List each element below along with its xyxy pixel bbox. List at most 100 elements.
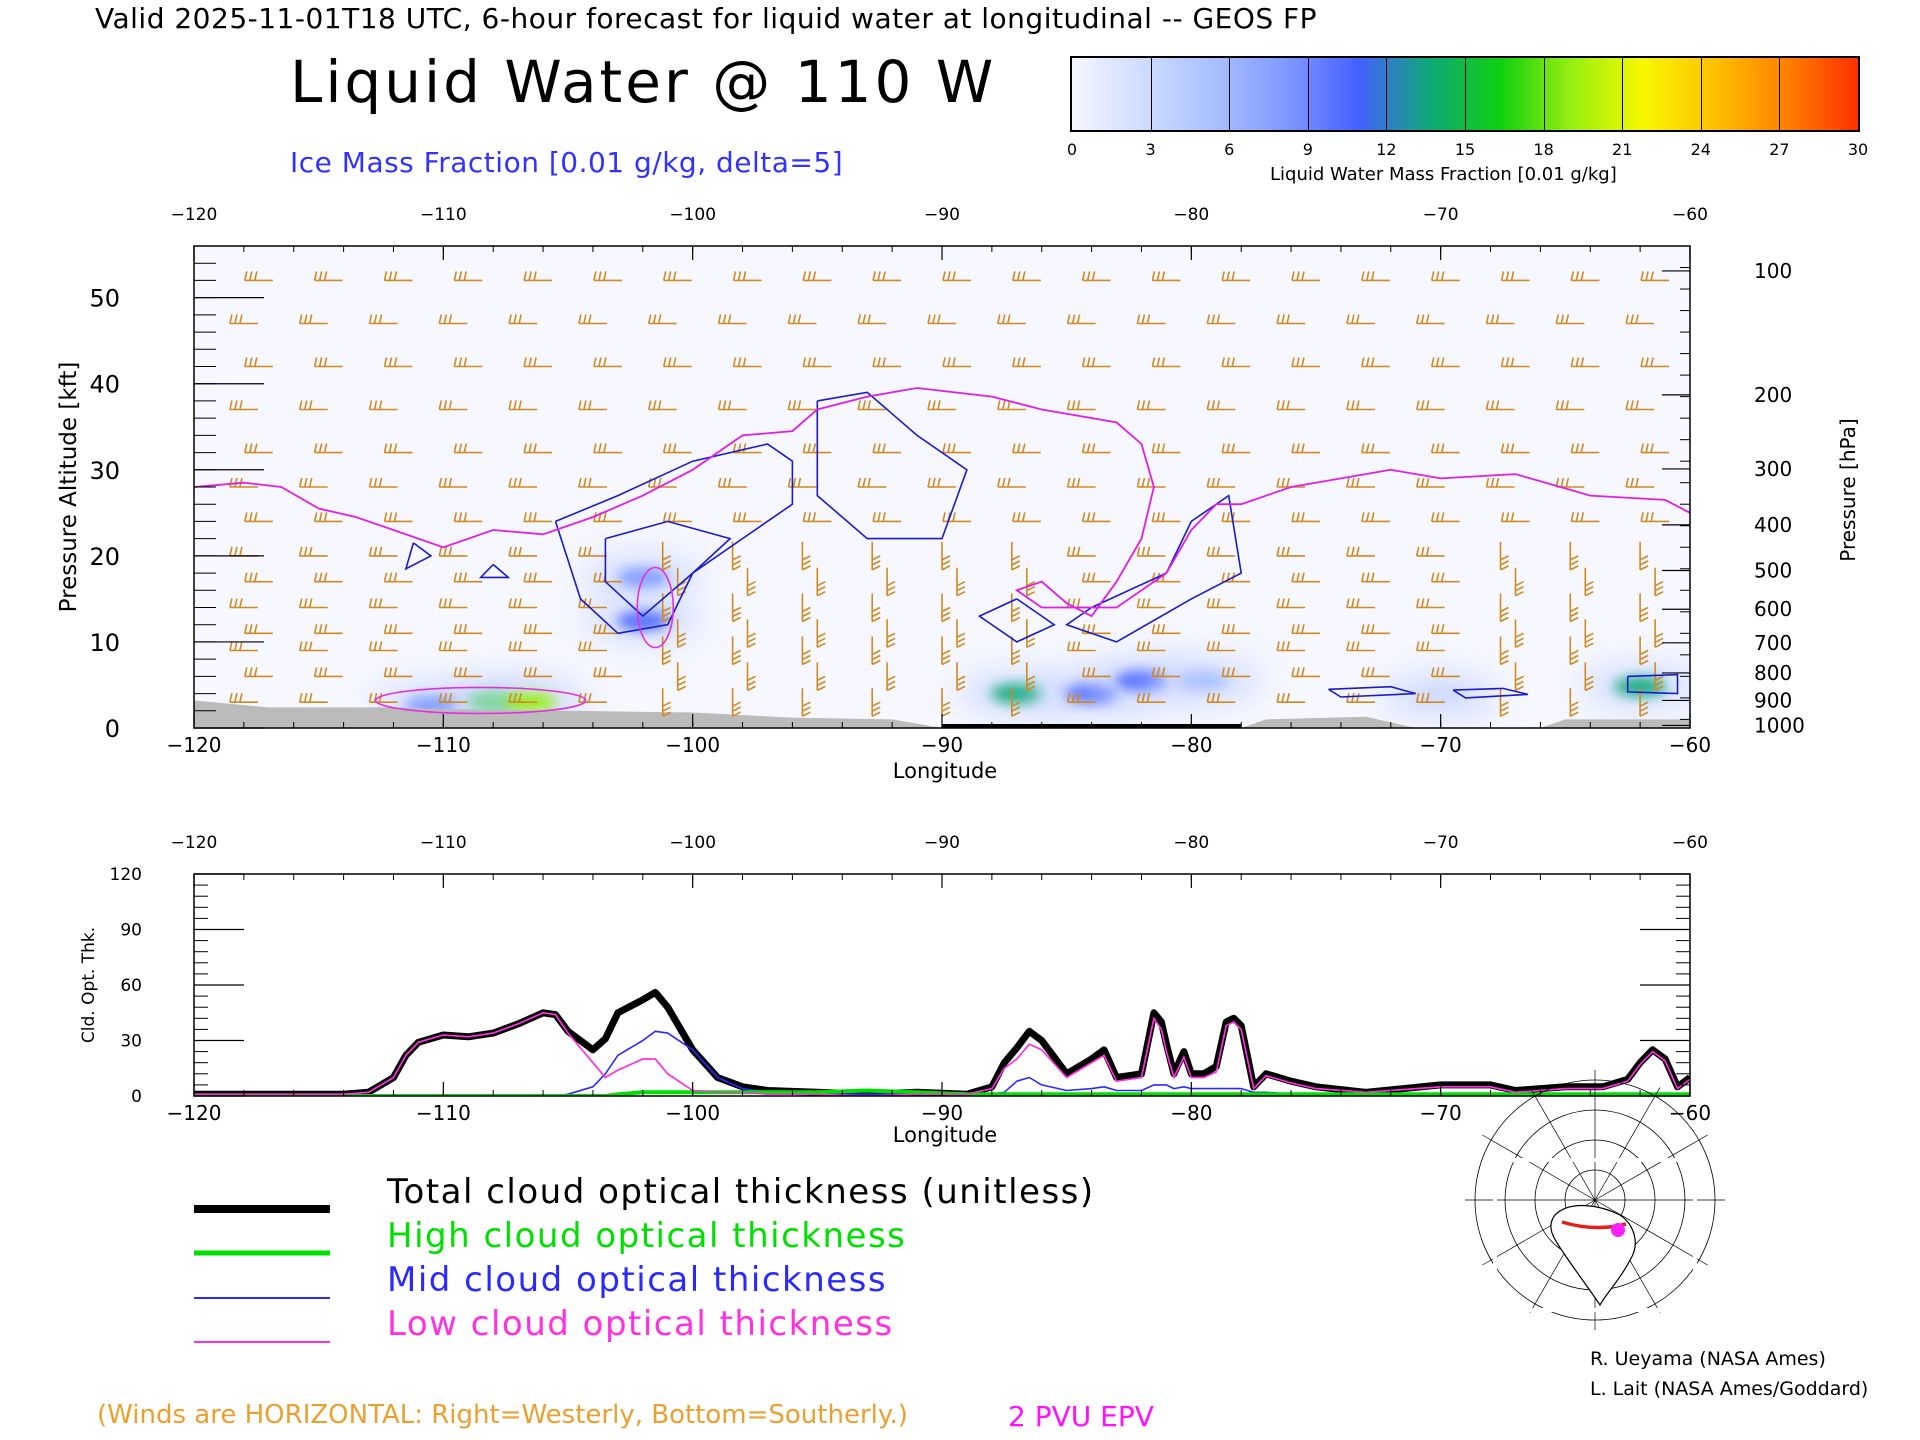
wind-barb xyxy=(941,541,951,571)
wind-barb xyxy=(438,477,468,488)
x-tick-label: −70 xyxy=(1420,1101,1462,1125)
wind-barb xyxy=(1346,693,1375,704)
wind-barb xyxy=(1136,598,1166,609)
pressure-tick-label: 700 xyxy=(1754,631,1792,655)
x-tick-label-top: −110 xyxy=(420,833,467,853)
optical-thickness-chart: −120 −120 −110 −110 −100 −100 −90 −90 −80 −80 −70 −… xyxy=(79,833,1711,1147)
wind-barb xyxy=(1151,572,1181,583)
wind-barb xyxy=(787,477,817,488)
wind-barb xyxy=(1066,546,1096,557)
header-line: Valid 2025-11-01T18 UTC, 6-hour forecast… xyxy=(95,2,1318,35)
wind-barb xyxy=(1136,400,1166,411)
wind-barb xyxy=(593,572,622,583)
wind-barb xyxy=(578,314,607,325)
wind-barb xyxy=(676,567,687,597)
wind-barb xyxy=(886,662,896,692)
wind-barb xyxy=(1569,541,1579,571)
x-tick-label: −100 xyxy=(665,733,720,757)
wind-barb xyxy=(368,598,398,609)
wind-barb xyxy=(717,477,747,488)
ice-contour xyxy=(404,542,433,571)
wind-barb xyxy=(1640,357,1670,368)
x-tick-label: −90 xyxy=(921,1101,963,1125)
wind-barb xyxy=(1276,400,1306,411)
wind-barb xyxy=(787,314,817,325)
wind-barb xyxy=(1010,541,1021,571)
colorbar xyxy=(1070,56,1860,132)
wind-barb xyxy=(523,572,553,583)
low-cloud-outline xyxy=(636,566,675,649)
wind-barb xyxy=(1570,512,1600,523)
wind-barb xyxy=(1499,593,1509,623)
wind-barb xyxy=(1430,443,1460,454)
graticule-meridian xyxy=(1482,1134,1596,1201)
wind-barb xyxy=(244,667,273,678)
wind-barb xyxy=(731,636,741,666)
x-tick-label: −60 xyxy=(1669,733,1711,757)
colorbar-tick-label: 30 xyxy=(1847,140,1869,159)
wind-barb xyxy=(508,314,538,325)
wind-barb xyxy=(886,619,896,649)
wind-barb xyxy=(857,477,887,488)
wind-barb xyxy=(313,512,343,523)
wind-barb xyxy=(997,314,1026,325)
wind-barb xyxy=(438,546,468,557)
wind-barb xyxy=(1346,400,1375,411)
wind-barb xyxy=(1291,271,1320,282)
wind-barb xyxy=(731,541,741,571)
wind-barb xyxy=(1639,636,1649,666)
colorbar-tick-label: 6 xyxy=(1224,140,1235,159)
colorbar-tick-label: 27 xyxy=(1769,140,1790,159)
wind-barb xyxy=(229,400,258,411)
colorbar-divider xyxy=(1386,58,1388,130)
epv-label: 2 PVU EPV xyxy=(1008,1400,1154,1433)
pressure-tick-label: 500 xyxy=(1754,558,1792,582)
wind-barb xyxy=(383,357,413,368)
wind-barb xyxy=(942,357,971,368)
wind-barb xyxy=(1625,477,1655,488)
x-tick-label-top: −120 xyxy=(171,205,218,225)
wind-barb xyxy=(1430,667,1460,678)
wind-barb xyxy=(578,400,607,411)
wind-barb xyxy=(1026,662,1036,692)
wind-barb xyxy=(942,271,971,282)
wind-barb xyxy=(956,619,966,649)
wind-barb xyxy=(1081,572,1111,583)
wind-barb xyxy=(298,693,328,704)
wind-barb xyxy=(1151,443,1181,454)
x-tick-label-top: −80 xyxy=(1173,205,1209,225)
wind-barb xyxy=(1415,400,1445,411)
wind-barb xyxy=(1066,400,1096,411)
wind-barb xyxy=(1206,400,1236,411)
y-tick-label: 30 xyxy=(120,1032,142,1052)
wind-barb xyxy=(661,541,672,571)
ice-contour xyxy=(1328,685,1416,698)
x-tick-label-top: −80 xyxy=(1173,833,1209,853)
x-tick-label-top: −120 xyxy=(171,833,218,853)
wind-barb xyxy=(313,443,343,454)
wind-barb xyxy=(593,624,622,635)
wind-barb xyxy=(508,693,538,704)
wind-barb xyxy=(578,641,607,652)
wind-barb xyxy=(872,512,902,523)
wind-barb xyxy=(1569,688,1579,717)
wind-barb xyxy=(1136,477,1166,488)
winds-note: (Winds are HORIZONTAL: Right=Westerly, B… xyxy=(97,1400,908,1430)
wind-barb xyxy=(383,572,413,583)
colorbar-divider xyxy=(1700,58,1702,130)
wind-barb xyxy=(368,693,398,704)
wind-barb xyxy=(244,271,273,282)
wind-barb xyxy=(244,624,273,635)
wind-barb xyxy=(1010,593,1021,623)
wind-barb xyxy=(1081,357,1111,368)
colorbar-tick-label: 15 xyxy=(1454,140,1476,159)
legend-mid-label: Mid cloud optical thickness xyxy=(387,1260,888,1300)
wind-barb xyxy=(453,624,483,635)
y-axis-label: Cld. Opt. Thk. xyxy=(79,927,99,1043)
x-tick-label: −110 xyxy=(416,1101,471,1125)
wind-barb xyxy=(802,512,832,523)
wind-barb xyxy=(1584,619,1594,649)
wind-barb xyxy=(438,693,468,704)
wind-barb xyxy=(1361,443,1390,454)
wind-barb xyxy=(731,593,741,623)
